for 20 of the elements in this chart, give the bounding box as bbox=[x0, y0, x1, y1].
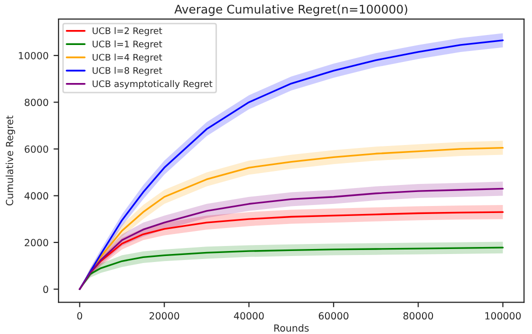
y-axis-title: Cumulative Regret bbox=[6, 116, 16, 206]
chart-title: Average Cumulative Regret(n=100000) bbox=[174, 4, 408, 16]
y-tick-label: 4000 bbox=[24, 192, 48, 200]
legend-label: UCB l=8 Regret bbox=[92, 66, 162, 76]
y-tick-label: 2000 bbox=[24, 238, 48, 246]
y-tick-label: 0 bbox=[43, 286, 48, 294]
y-tick-label: 6000 bbox=[24, 145, 48, 153]
x-tick-label: 60000 bbox=[318, 312, 348, 320]
legend-label: UCB l=4 Regret bbox=[92, 54, 162, 62]
x-tick-label: 40000 bbox=[234, 312, 264, 320]
x-axis-title: Rounds bbox=[274, 324, 309, 332]
y-tick-label: 10000 bbox=[18, 52, 48, 60]
x-tick-label: 100000 bbox=[485, 312, 521, 320]
legend-label: UCB l=2 Regret bbox=[92, 27, 162, 36]
x-tick-label: 20000 bbox=[150, 312, 180, 320]
legend-label: UCB asymptotically Regret bbox=[92, 80, 212, 89]
legend-label: UCB l=1 Regret bbox=[92, 40, 162, 50]
x-tick-label: 80000 bbox=[403, 312, 434, 320]
x-tick-label: 0 bbox=[77, 312, 82, 320]
y-tick-label: 8000 bbox=[24, 98, 48, 106]
